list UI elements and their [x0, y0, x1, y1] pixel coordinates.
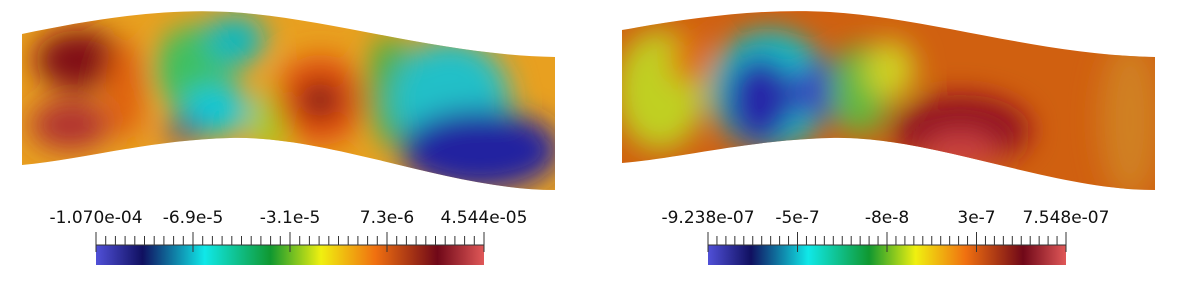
colorbar-tick-label: 7.3e-6 [360, 208, 414, 228]
colorbar-tick-label: 3e-7 [957, 208, 995, 228]
colorbar-tick-label: -8e-8 [865, 208, 909, 228]
field-left [22, 11, 555, 191]
colorbar-tick-label: -5e-7 [775, 208, 819, 228]
colorbar-tick-label: -3.1e-5 [260, 208, 321, 228]
colorbar-tick-label: -6.9e-5 [163, 208, 224, 228]
colorbar-tick-label: -1.070e-04 [49, 208, 142, 228]
colorbar-tick-label: 4.544e-05 [441, 208, 528, 228]
colorbar-tick-label: -9.238e-07 [661, 208, 754, 228]
colorbars: -1.070e-04 -6.9e-5 -3.1e-5 7.3e-6 4.544e-05 -… [49, 208, 1109, 265]
field-right [622, 11, 1155, 190]
colorbar-tick-label: 7.548e-07 [1023, 208, 1110, 228]
